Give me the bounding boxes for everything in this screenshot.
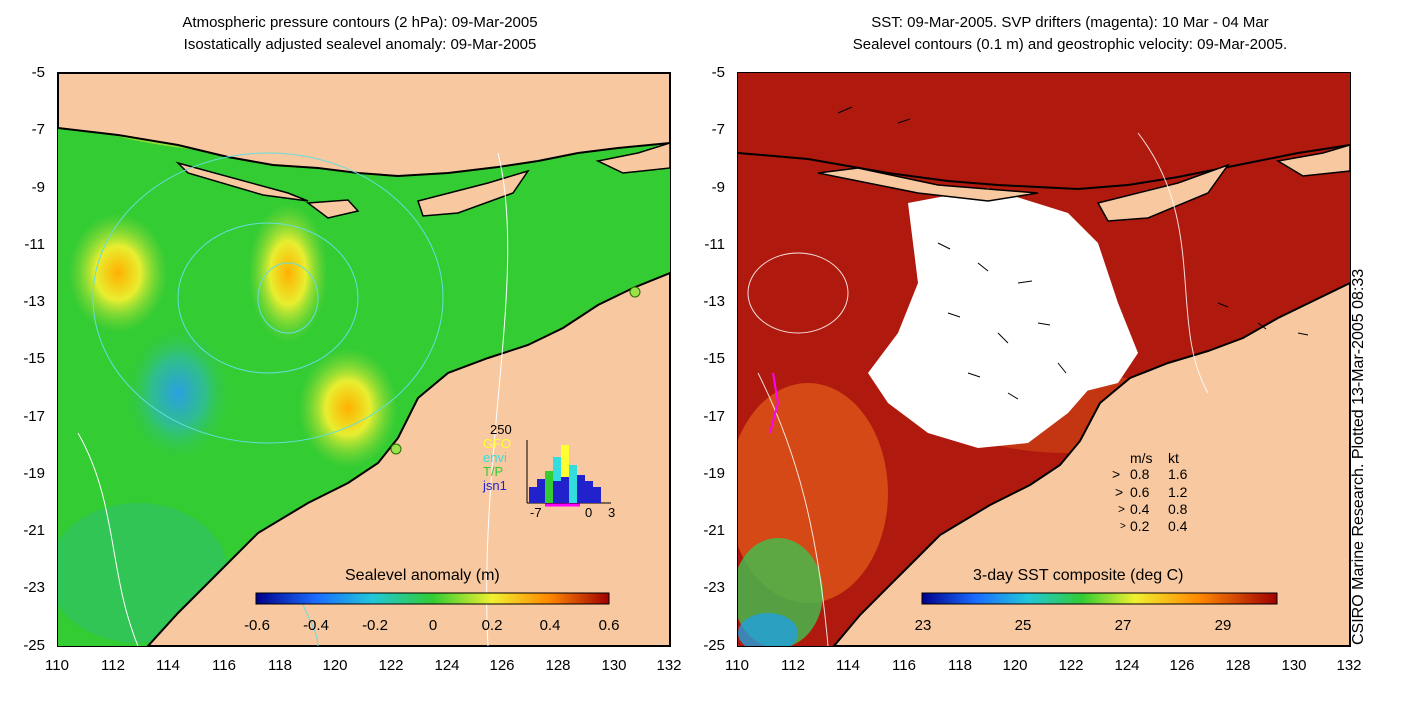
left-title-line2: Isostatically adjusted sealevel anomaly:… xyxy=(183,36,537,53)
left-y-tick: -13 xyxy=(23,293,45,310)
right-x-tick: 110 xyxy=(725,657,749,674)
left-x-tick: 118 xyxy=(268,657,292,674)
sealevel-tick: 0 xyxy=(428,617,438,634)
histogram-legend-jsn1: jsn1 xyxy=(483,478,507,493)
sealevel-tick: 0.4 xyxy=(539,617,561,634)
sealevel-map-graphic xyxy=(58,73,670,646)
left-x-tick: 124 xyxy=(434,657,460,674)
right-y-tick: -23 xyxy=(703,579,725,596)
sst-tick: 25 xyxy=(1014,617,1032,634)
right-x-tick: 132 xyxy=(1336,657,1362,674)
left-x-tick: 114 xyxy=(156,657,180,674)
velocity-legend-kt: 1.6 xyxy=(1168,466,1188,482)
left-x-tick: 130 xyxy=(601,657,627,674)
velocity-legend-ms: 0.4 xyxy=(1130,501,1150,517)
right-x-tick: 130 xyxy=(1281,657,1307,674)
left-y-tick: -19 xyxy=(23,465,45,482)
velocity-arrows xyxy=(837,106,1309,400)
sealevel-tick: -0.2 xyxy=(362,617,388,634)
velocity-legend-ms: 0.2 xyxy=(1130,518,1150,534)
histogram-ymax: 250 xyxy=(490,422,512,437)
left-x-tick: 110 xyxy=(45,657,69,674)
left-y-tick: -21 xyxy=(23,522,45,539)
velocity-legend-kt: 1.2 xyxy=(1168,484,1188,500)
right-x-tick: 126 xyxy=(1169,657,1195,674)
left-y-tick: -5 xyxy=(31,64,45,81)
right-x-tick: 120 xyxy=(1002,657,1028,674)
sealevel-tick: -0.4 xyxy=(303,617,329,634)
left-x-tick: 132 xyxy=(656,657,682,674)
sealevel-tick: 0.6 xyxy=(598,617,620,634)
histogram-legend-gfo: GFO xyxy=(483,436,512,451)
left-y-tick: -7 xyxy=(31,121,45,138)
left-x-tick: 128 xyxy=(545,657,571,674)
right-x-tick: 116 xyxy=(892,657,916,674)
histogram-legend-envi: envi xyxy=(483,450,507,465)
sealevel-colorbar xyxy=(255,592,610,605)
right-x-tick: 118 xyxy=(948,657,972,674)
velocity-legend-kt: 0.8 xyxy=(1168,501,1188,517)
velocity-arrow-icon: > xyxy=(1120,521,1126,532)
sealevel-colorbar-label: Sealevel anomaly (m) xyxy=(345,567,500,584)
sealevel-anomaly-map xyxy=(57,72,671,647)
right-y-tick: -5 xyxy=(711,64,725,81)
right-y-tick: -25 xyxy=(703,637,725,654)
velocity-legend-header-ms: m/s xyxy=(1130,450,1153,466)
histogram-xtick: 0 xyxy=(585,505,593,520)
right-y-tick: -15 xyxy=(703,350,725,367)
right-title-line2: Sealevel contours (0.1 m) and geostrophi… xyxy=(852,36,1288,53)
right-x-tick: 124 xyxy=(1114,657,1140,674)
left-map-title: Atmospheric pressure contours (2 hPa): 0… xyxy=(110,12,610,56)
right-x-tick: 122 xyxy=(1058,657,1084,674)
right-title-line1: SST: 09-Mar-2005. SVP drifters (magenta)… xyxy=(871,14,1269,31)
velocity-arrow-icon: > xyxy=(1118,502,1126,516)
sst-colorbar-label: 3-day SST composite (deg C) xyxy=(973,567,1184,584)
left-y-tick: -23 xyxy=(23,579,45,596)
left-x-tick: 120 xyxy=(322,657,348,674)
sst-tick: 29 xyxy=(1214,617,1232,634)
right-x-tick: 112 xyxy=(781,657,805,674)
sst-tick: 27 xyxy=(1114,617,1132,634)
sst-colorbar xyxy=(921,592,1278,605)
right-y-tick: -9 xyxy=(711,179,725,196)
right-y-tick: -19 xyxy=(703,465,725,482)
velocity-arrow-icon: > xyxy=(1112,466,1121,482)
velocity-legend-ms: 0.6 xyxy=(1130,484,1150,500)
left-x-tick: 116 xyxy=(212,657,236,674)
left-y-tick: -17 xyxy=(23,408,45,425)
right-y-tick: -11 xyxy=(704,236,725,253)
left-x-tick: 122 xyxy=(378,657,404,674)
velocity-arrow-icon: > xyxy=(1115,484,1124,500)
credit-note: CSIRO Marine Research. Plotted 13-Mar-20… xyxy=(1350,268,1367,645)
left-y-tick: -11 xyxy=(24,236,45,253)
histogram-legend-tp: T/P xyxy=(483,464,504,479)
left-x-tick: 126 xyxy=(489,657,515,674)
velocity-legend-ms: 0.8 xyxy=(1130,466,1150,482)
left-y-tick: -9 xyxy=(31,179,45,196)
velocity-legend-kt: 0.4 xyxy=(1168,518,1188,534)
sst-map-graphic xyxy=(738,73,1350,646)
altimeter-histogram xyxy=(526,440,611,507)
right-y-tick: -21 xyxy=(703,522,725,539)
left-y-tick: -25 xyxy=(23,637,45,654)
histogram-bars xyxy=(529,445,601,503)
left-y-tick: -15 xyxy=(23,350,45,367)
sst-map xyxy=(737,72,1351,647)
left-title-line1: Atmospheric pressure contours (2 hPa): 0… xyxy=(182,14,538,31)
right-y-tick: -7 xyxy=(711,121,725,138)
right-map-title: SST: 09-Mar-2005. SVP drifters (magenta)… xyxy=(760,12,1380,56)
right-y-tick: -13 xyxy=(703,293,725,310)
histogram-xtick: 3 xyxy=(608,505,616,520)
sst-tick: 23 xyxy=(914,617,932,634)
right-x-tick: 114 xyxy=(836,657,860,674)
left-x-tick: 112 xyxy=(101,657,125,674)
velocity-legend-header-kt: kt xyxy=(1168,450,1179,466)
histogram-xtick: -7 xyxy=(530,505,542,520)
right-y-tick: -17 xyxy=(703,408,725,425)
right-x-tick: 128 xyxy=(1225,657,1251,674)
sealevel-tick: 0.2 xyxy=(481,617,503,634)
sealevel-tick: -0.6 xyxy=(244,617,270,634)
